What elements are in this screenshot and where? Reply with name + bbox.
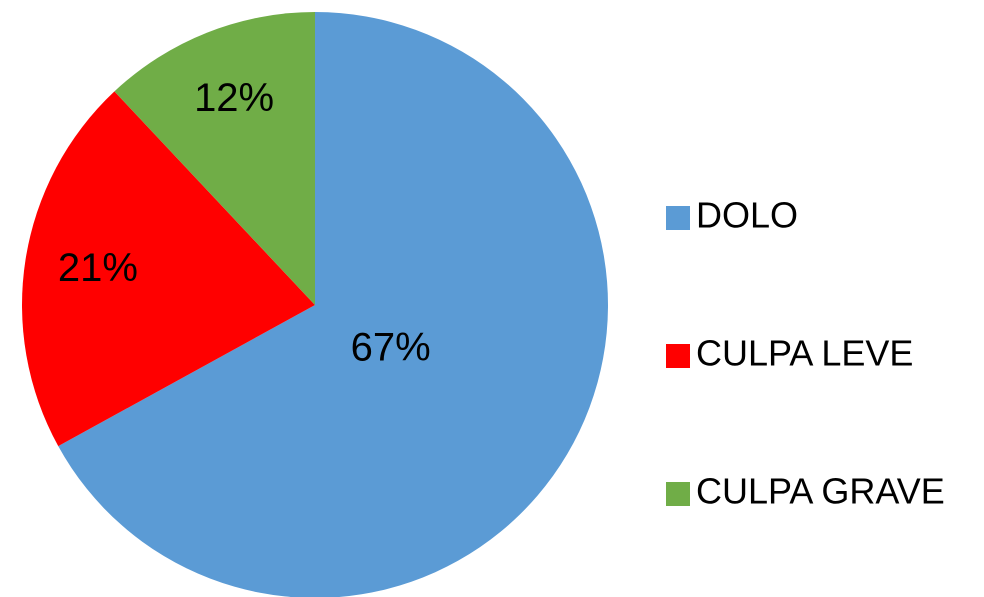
slice-label: 67% — [351, 325, 431, 369]
legend-label: DOLO — [696, 195, 798, 236]
legend-swatch — [666, 344, 690, 368]
legend-swatch — [666, 206, 690, 230]
slice-label: 12% — [194, 76, 274, 120]
legend-label: CULPA GRAVE — [696, 471, 945, 512]
pie-slice — [22, 91, 316, 447]
legend-swatch — [666, 482, 690, 506]
pie-slice — [114, 12, 315, 305]
legend-label: CULPA LEVE — [696, 333, 913, 374]
slice-label: 21% — [58, 246, 138, 290]
pie-slice — [58, 12, 608, 597]
